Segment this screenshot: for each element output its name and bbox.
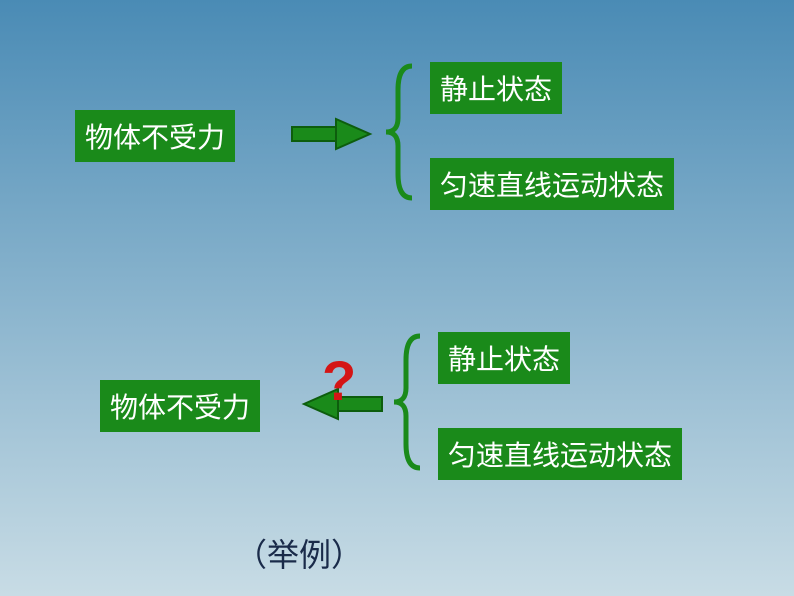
g2-right-top-box: 静止状态 [438,332,570,384]
question-mark-icon: ? [322,348,356,413]
footer-text: （举例） [235,530,363,576]
g2-brace [388,332,428,477]
g1-right-top-box: 静止状态 [430,62,562,114]
g1-right-bottom-box: 匀速直线运动状态 [430,158,674,210]
g1-left-box: 物体不受力 [75,110,235,162]
g2-left-box: 物体不受力 [100,380,260,432]
g2-right-bottom-box: 匀速直线运动状态 [438,428,682,480]
g1-arrow-right [290,115,374,158]
g1-brace [380,62,420,207]
